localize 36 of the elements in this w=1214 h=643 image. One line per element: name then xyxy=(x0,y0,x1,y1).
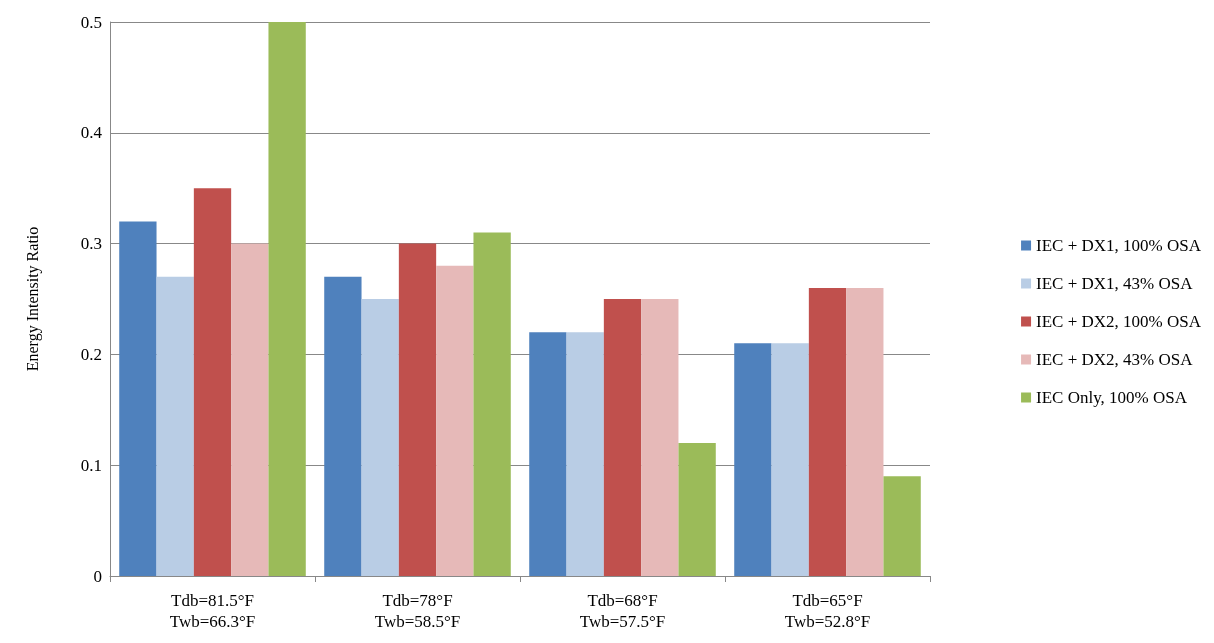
y-axis-title: Energy Intensity Ratio xyxy=(23,226,42,372)
bar xyxy=(641,299,679,576)
legend-label: IEC Only, 100% OSA xyxy=(1036,388,1188,407)
legend-label: IEC + DX1, 100% OSA xyxy=(1036,236,1202,255)
x-tick-label: Tdb=81.5°F Twb=66.3°F xyxy=(169,591,256,631)
y-tick-label: 0.4 xyxy=(80,123,103,143)
bar xyxy=(268,22,306,576)
x-tick-label: Tdb=68°F Twb=57.5°F xyxy=(579,591,666,631)
y-tick-label: 0 xyxy=(93,566,102,586)
y-tick-label: 0.3 xyxy=(80,234,102,254)
legend-label: IEC + DX2, 43% OSA xyxy=(1036,350,1194,369)
bar xyxy=(808,287,847,576)
bar xyxy=(436,265,474,576)
bar xyxy=(678,443,716,576)
bar xyxy=(846,287,884,576)
y-tick-label: 0.1 xyxy=(80,455,102,475)
legend-label: IEC + DX2, 100% OSA xyxy=(1036,312,1202,331)
bar xyxy=(566,332,604,576)
y-tick-label: 0.2 xyxy=(80,344,102,364)
bar xyxy=(324,276,362,576)
bar xyxy=(156,276,194,576)
bar xyxy=(473,232,511,576)
bar xyxy=(883,476,921,576)
bar xyxy=(603,299,642,576)
bar xyxy=(529,332,567,576)
bar xyxy=(398,243,437,576)
bar xyxy=(734,343,772,576)
bar xyxy=(119,221,157,576)
bar xyxy=(361,299,399,576)
y-tick-label: 0.5 xyxy=(80,12,102,32)
x-tick-label: Tdb=65°F Twb=52.8°F xyxy=(784,591,871,631)
legend-label: IEC + DX1, 43% OSA xyxy=(1036,274,1194,293)
x-tick-label: Tdb=78°F Twb=58.5°F xyxy=(374,591,461,631)
bar xyxy=(771,343,809,576)
bar xyxy=(193,188,232,576)
bar xyxy=(231,243,269,576)
